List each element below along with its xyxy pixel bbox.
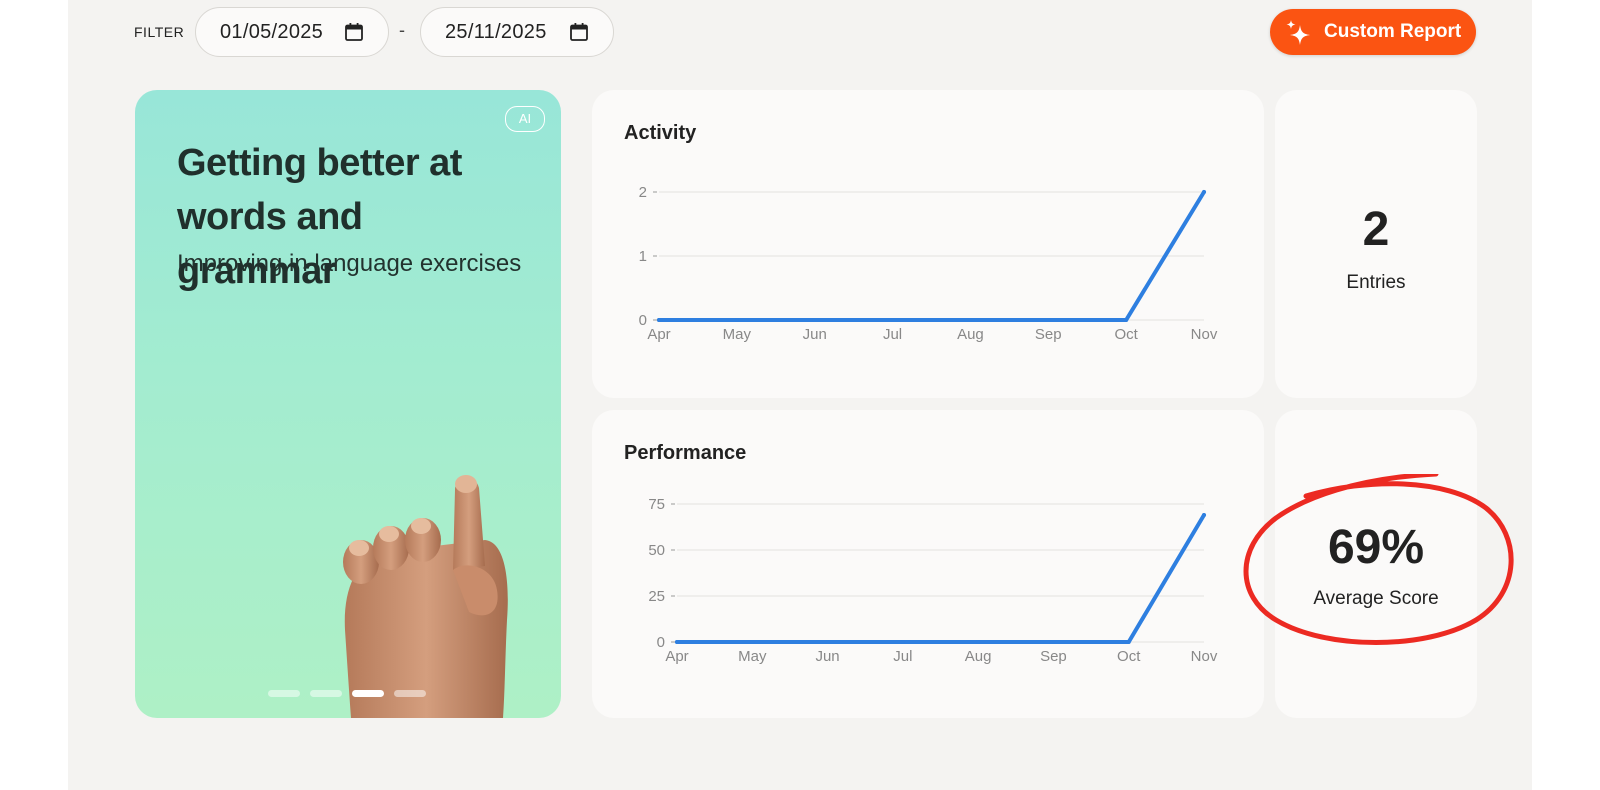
data-point	[1202, 190, 1206, 194]
x-tick-label: Sep	[1040, 648, 1067, 665]
x-tick-label: Oct	[1117, 648, 1141, 665]
x-tick-label: Jun	[803, 326, 827, 343]
performance-chart: 0 25 50 75 Apr May Jun Jul Aug Sep Oct Nov	[648, 496, 1218, 665]
carousel-dot[interactable]	[310, 690, 342, 697]
activity-title: Activity	[624, 122, 697, 144]
x-tick-label: Jul	[883, 326, 902, 343]
x-tick-label: Aug	[965, 648, 992, 665]
start-date-input[interactable]: 01/05/2025	[195, 7, 389, 57]
x-tick-label: Aug	[957, 326, 984, 343]
data-point	[1051, 640, 1056, 644]
y-tick-label: 0	[657, 634, 665, 651]
x-tick-label: Sep	[1035, 326, 1062, 343]
x-tick-label: Jun	[815, 648, 839, 665]
average-score-value: 69%	[1327, 521, 1425, 574]
performance-card: Performance 0 25 50 75 Apr May Jun Jul Aug Sep Oct…	[592, 410, 1264, 718]
entries-value: 2	[1362, 203, 1390, 256]
carousel-dot[interactable]	[394, 690, 426, 697]
insight-carousel-card[interactable]: AI Getting better at words and grammar I…	[135, 90, 561, 718]
x-tick-label: Nov	[1191, 326, 1218, 343]
end-date-input[interactable]: 25/11/2025	[420, 7, 614, 57]
y-tick-label: 25	[648, 588, 665, 605]
carousel-dot[interactable]	[268, 690, 300, 697]
entries-label: Entries	[1346, 272, 1406, 293]
activity-card: Activity 0 1 2 Apr May Jun Jul Aug Sep Oct Nov	[592, 90, 1264, 398]
average-score-label: Average Score	[1313, 588, 1439, 609]
data-point	[750, 640, 755, 644]
x-tick-label: Nov	[1191, 648, 1218, 665]
data-point	[675, 640, 679, 644]
x-tick-label: May	[723, 326, 752, 343]
calendar-icon[interactable]	[569, 22, 589, 42]
pointing-hand-illustration	[343, 475, 508, 718]
data-point	[1126, 640, 1131, 644]
data-point	[890, 318, 895, 322]
average-score-card: 69% Average Score	[1275, 410, 1477, 718]
filter-label: FILTER	[134, 24, 185, 40]
data-point	[1124, 318, 1129, 322]
x-tick-label: Jul	[893, 648, 912, 665]
insight-subtitle: Improving in language exercises	[177, 250, 522, 277]
activity-chart: 0 1 2 Apr May Jun Jul Aug Sep Oct Nov	[639, 184, 1218, 343]
custom-report-button[interactable]: Custom Report	[1270, 9, 1476, 55]
start-date-value: 01/05/2025	[220, 20, 324, 43]
y-tick-label: 50	[648, 542, 665, 559]
ai-badge: AI	[505, 106, 545, 132]
series-line	[657, 190, 1206, 322]
calendar-icon[interactable]	[344, 22, 364, 42]
data-point	[825, 640, 830, 644]
performance-title: Performance	[624, 442, 747, 464]
data-point	[900, 640, 905, 644]
carousel-dots	[268, 690, 426, 697]
data-point	[1046, 318, 1051, 322]
entries-card: 2 Entries	[1275, 90, 1477, 398]
data-point	[812, 318, 817, 322]
x-tick-label: Oct	[1114, 326, 1138, 343]
data-point	[734, 318, 739, 322]
y-tick-label: 1	[639, 248, 647, 265]
carousel-dot-active[interactable]	[352, 690, 384, 697]
x-tick-label: May	[738, 648, 767, 665]
custom-report-label: Custom Report	[1324, 21, 1462, 42]
y-tick-label: 0	[639, 312, 647, 329]
series-line	[675, 513, 1206, 644]
sparkles-icon	[1286, 20, 1310, 45]
data-point	[1202, 513, 1206, 518]
y-tick-label: 75	[648, 496, 665, 513]
end-date-value: 25/11/2025	[445, 20, 547, 43]
x-tick-label: Apr	[647, 326, 670, 343]
data-point	[657, 318, 661, 322]
insight-title: Getting better at words and grammar	[177, 142, 462, 292]
data-point	[968, 318, 973, 322]
y-tick-label: 2	[639, 184, 647, 201]
x-tick-label: Apr	[665, 648, 688, 665]
data-point	[976, 640, 981, 644]
date-separator: -	[399, 20, 405, 40]
